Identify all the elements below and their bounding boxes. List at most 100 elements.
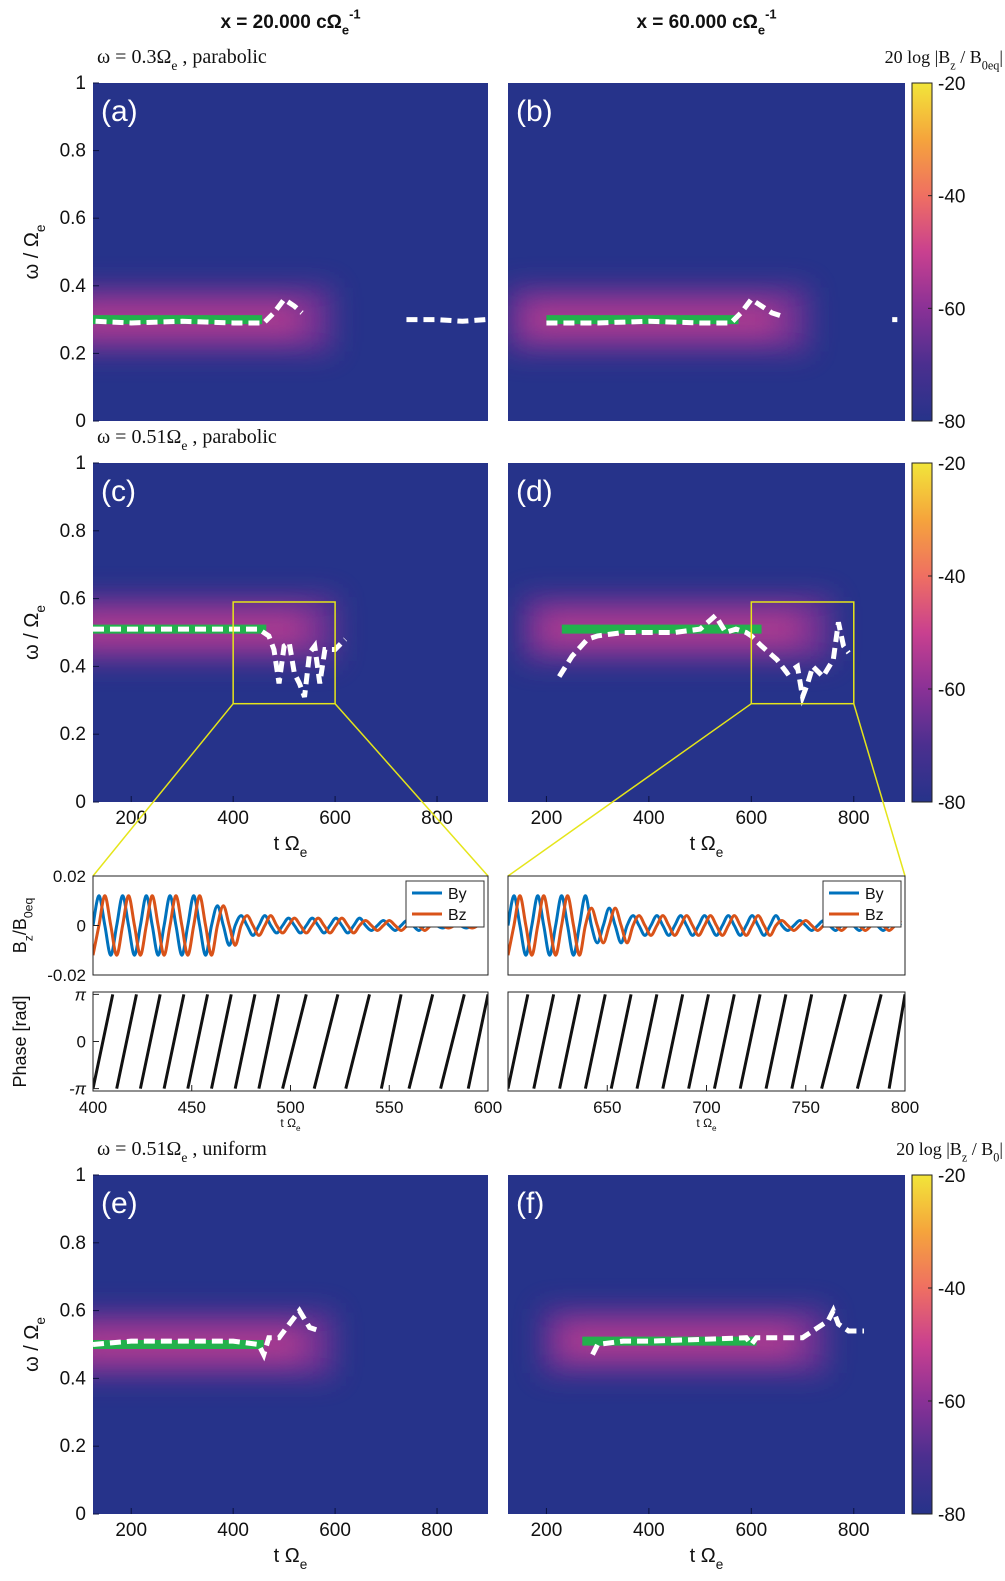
text-part: t Ω: [690, 833, 716, 855]
y-tick-label: 0.02: [53, 867, 86, 886]
plot-frame: [507, 875, 906, 976]
panel-label: (c): [101, 475, 136, 508]
y-tick-label: 0: [77, 917, 86, 936]
text-part: t Ω: [696, 1116, 712, 1130]
x-tick-label: 500: [276, 1098, 304, 1117]
row-title: ω = 0.51Ωe , parabolic: [97, 426, 277, 453]
ridge-line: [93, 1306, 321, 1362]
text-part: B: [10, 941, 30, 953]
legend-box: [405, 880, 485, 928]
text-part: -1: [349, 7, 360, 22]
text-part: 20 log |B: [896, 1139, 962, 1159]
text-part: / B: [956, 47, 982, 67]
ridge-line: [546, 295, 898, 326]
x-tick-label: 200: [115, 808, 147, 829]
row-title: ω = 0.51Ωe , uniform: [97, 1138, 267, 1165]
series-line: [508, 994, 905, 1089]
y-tick-label: 0.2: [60, 343, 86, 364]
text-part: x = 20.000 cΩ: [220, 12, 341, 33]
text-part: e: [296, 1124, 301, 1133]
x-tick-label: 800: [421, 1520, 453, 1541]
x-tick-label: 650: [593, 1098, 621, 1117]
text-part: e: [33, 605, 48, 613]
y-axis-title: Phase [rad]: [10, 995, 30, 1087]
text-part: x = 60.000 cΩ: [636, 12, 757, 33]
y-tick-label: 0.8: [60, 141, 86, 162]
y-tick-label: 1: [75, 1165, 86, 1186]
text-part: ω = 0.51Ω: [97, 426, 181, 448]
y-tick-label: 1: [75, 453, 86, 474]
text-part: ω / Ω: [21, 232, 43, 279]
x-tick-label: 550: [375, 1098, 403, 1117]
y-tick-label: 0.6: [60, 208, 86, 229]
y-tick-label: -π: [69, 1080, 87, 1099]
column-title: x = 60.000 cΩe-1: [636, 7, 776, 38]
panel: (d) 200 400 600 800 t Ωe -20 -40 -60 -80: [507, 454, 965, 877]
panel-label: (e): [101, 1187, 138, 1220]
zoom-connector: [334, 703, 489, 877]
x-tick-label: 200: [531, 808, 563, 829]
y-tick-label: 0: [75, 411, 86, 432]
x-axis-title: t Ωe: [280, 1116, 301, 1133]
panel-label: (f): [516, 1187, 544, 1220]
text-part: t Ω: [280, 1116, 296, 1130]
x-tick-label: 600: [319, 808, 351, 829]
text-part: e: [300, 845, 308, 860]
x-tick-label: 400: [217, 808, 249, 829]
legend-label: Bz: [865, 907, 884, 924]
text-part: 0: [993, 1150, 999, 1164]
x-tick-label: 800: [891, 1098, 919, 1117]
panel-label: (b): [516, 95, 553, 128]
text-part: ω = 0.3Ω: [97, 46, 171, 68]
y-axis-title: Bz/B0eq: [10, 898, 35, 954]
x-tick-label: 800: [838, 1520, 870, 1541]
plot-area: [93, 287, 486, 352]
panel: By Bz -0.02 0 0.02 Bz/B0eq: [10, 867, 489, 985]
plot-area: [93, 994, 488, 1089]
ridge-line: [590, 1304, 865, 1356]
text-part: t Ω: [274, 1545, 300, 1567]
text-part: t Ω: [690, 1545, 716, 1567]
text-part: e: [712, 1124, 717, 1133]
x-axis-title: t Ωe: [696, 1116, 717, 1133]
plot-background: [508, 83, 905, 421]
legend-label: Bz: [448, 907, 467, 924]
colorbar-tick-label: -20: [938, 454, 965, 475]
x-tick-label: 450: [178, 1098, 206, 1117]
text-part: e: [342, 23, 349, 38]
y-tick-label: 0.4: [60, 276, 87, 297]
panel: (a)00.20.40.60.81ω / Ωeω = 0.3Ωe , parab…: [21, 7, 488, 432]
colorbar: [911, 82, 933, 422]
y-axis-title: ω / Ωe: [21, 225, 48, 280]
y-tick-label: 0: [75, 792, 86, 813]
x-tick-label: 750: [792, 1098, 820, 1117]
zoom-connector: [92, 703, 234, 877]
y-tick-label: 0.8: [60, 521, 86, 542]
panel: -π 0 π 400 450 500 550 600 Phase [rad] t Ωe: [10, 985, 502, 1133]
text-part: |: [999, 47, 1003, 67]
x-axis-title: t Ωe: [274, 1545, 308, 1572]
plot-area: [521, 597, 851, 707]
y-tick-label: 0.4: [60, 1368, 87, 1389]
x-tick-label: 400: [79, 1098, 107, 1117]
text-part: , parabolic: [177, 46, 267, 68]
column-title: x = 20.000 cΩe-1: [220, 7, 360, 38]
colorbar: [911, 462, 933, 803]
panel: 650 700 750 800 t Ωe: [507, 991, 919, 1133]
y-tick-label: 0.6: [60, 1301, 86, 1322]
text-part: e: [33, 1317, 48, 1325]
y-tick-label: 0.2: [60, 724, 86, 745]
x-tick-label: 400: [217, 1520, 249, 1541]
text-part: /B: [10, 918, 30, 935]
x-tick-label: 400: [633, 1520, 665, 1541]
colorbar-tick-label: -80: [938, 793, 965, 814]
colorbar-tick-label: -60: [938, 680, 965, 701]
y-tick-label: -0.02: [47, 966, 86, 985]
colorbar-title: 20 log |Bz / B0eq|: [885, 47, 1003, 72]
zoom-connector: [507, 703, 752, 877]
colorbar: [911, 1174, 933, 1515]
x-tick-label: 600: [735, 808, 767, 829]
legend-label: By: [865, 886, 884, 903]
